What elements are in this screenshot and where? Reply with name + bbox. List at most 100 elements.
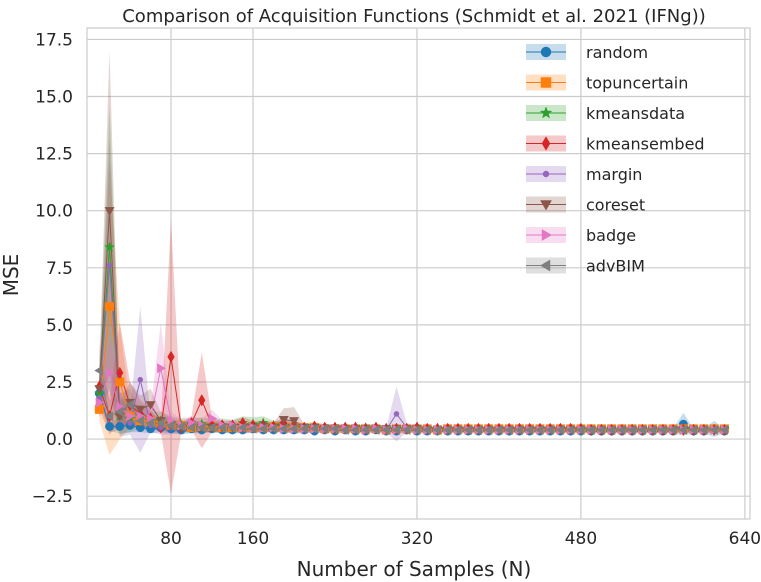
legend: random topuncertain kmeansdata kmeansembed m…: [526, 43, 705, 276]
point-advbim: [309, 423, 319, 434]
point-advbim: [94, 365, 103, 376]
point-advbim: [268, 423, 278, 434]
point-advbim: [247, 423, 257, 434]
y-tick-labels: −2.5 0.0 2.5 5.0 7.5 10.0 12.5 15.0 17.5: [32, 30, 73, 507]
legend-marker-margin: [542, 170, 550, 178]
point-advbim: [370, 424, 380, 435]
point-advbim: [104, 411, 114, 422]
point-advbim: [688, 424, 698, 435]
x-tick-label: 480: [565, 529, 597, 549]
point-advbim: [299, 423, 308, 434]
point-advbim: [463, 424, 472, 435]
point-advbim: [596, 424, 606, 435]
point-advbim: [586, 424, 595, 435]
grid: [87, 28, 750, 519]
legend-label-kmeansembed: kmeansembed: [586, 135, 705, 154]
point-advbim: [391, 424, 401, 435]
point-advbim: [176, 421, 185, 432]
point-random: [115, 422, 125, 431]
point-advbim: [668, 424, 677, 435]
point-advbim: [319, 423, 329, 434]
x-tick-labels: 80 160 320 480 640: [160, 529, 761, 549]
band-badge: [99, 322, 725, 433]
x-axis-label: Number of Samples (N): [297, 557, 532, 581]
point-advbim: [534, 424, 544, 435]
point-badge: [95, 397, 105, 408]
point-advbim: [237, 422, 247, 433]
point-advbim: [637, 424, 647, 435]
point-advbim: [473, 424, 483, 435]
point-advbim: [114, 406, 124, 417]
legend-label-advbim: advBIM: [586, 257, 645, 276]
point-badge: [126, 411, 136, 422]
point-advbim: [627, 424, 636, 435]
point-margin: [137, 376, 144, 383]
point-advbim: [678, 424, 688, 435]
legend-marker-kmeansdata: [539, 106, 553, 119]
point-advbim: [206, 422, 216, 433]
y-tick-label: 15.0: [35, 88, 73, 108]
point-advbim: [340, 424, 349, 435]
point-advbim: [227, 422, 237, 433]
point-advbim: [565, 424, 575, 435]
y-tick-label: 7.5: [46, 259, 73, 279]
point-kmeansdata: [104, 241, 116, 252]
point-coreset: [278, 416, 289, 425]
point-advbim: [381, 424, 390, 435]
legend-label-margin: margin: [586, 165, 642, 184]
point-advbim: [452, 424, 462, 435]
point-advbim: [278, 423, 288, 434]
legend-label-topuncertain: topuncertain: [586, 74, 688, 93]
point-advbim: [545, 424, 554, 435]
point-advbim: [411, 424, 421, 435]
point-advbim: [483, 424, 493, 435]
point-coreset: [145, 401, 156, 410]
y-axis-label: MSE: [0, 254, 23, 297]
point-advbim: [719, 424, 728, 435]
legend-marker-coreset: [540, 200, 552, 211]
x-tick-label: 80: [160, 529, 182, 549]
x-tick-label: 160: [237, 529, 269, 549]
point-advbim: [555, 424, 565, 435]
y-tick-label: 0.0: [46, 430, 73, 450]
point-advbim: [124, 399, 134, 410]
point-advbim: [524, 424, 534, 435]
point-advbim: [165, 420, 175, 431]
point-advbim: [709, 424, 718, 435]
point-advbim: [401, 424, 411, 435]
point-advbim: [329, 423, 339, 434]
point-advbim: [196, 422, 206, 433]
point-coreset: [104, 207, 115, 216]
legend-label-random: random: [586, 43, 648, 62]
legend-label-badge: badge: [586, 226, 636, 245]
point-advbim: [493, 424, 503, 435]
point-badge: [157, 363, 166, 374]
point-advbim: [186, 422, 196, 433]
legend-marker-random: [540, 46, 552, 58]
point-coreset: [135, 405, 146, 415]
y-tick-label: 10.0: [35, 202, 73, 222]
point-margin: [393, 411, 400, 417]
point-advbim: [647, 424, 657, 435]
point-topuncertain: [115, 377, 125, 387]
point-topuncertain: [105, 302, 114, 312]
point-advbim: [514, 424, 524, 435]
point-coreset: [288, 417, 300, 426]
point-advbim: [360, 424, 370, 435]
point-advbim: [258, 423, 267, 434]
point-advbim: [350, 424, 360, 435]
point-badge: [208, 413, 218, 424]
legend-marker-topuncertain: [540, 77, 552, 88]
point-margin: [106, 262, 113, 269]
y-tick-label: 2.5: [46, 373, 73, 393]
point-kmeansembed: [167, 350, 175, 364]
legend-marker-advbim: [540, 259, 551, 272]
y-tick-label: −2.5: [32, 487, 73, 507]
legend-marker-kmeansembed: [541, 136, 551, 151]
point-margin: [127, 420, 133, 426]
chart-title: Comparison of Acquisition Functions (Sch…: [122, 6, 706, 27]
point-kmeansembed: [116, 366, 124, 380]
point-advbim: [288, 423, 298, 434]
point-badge: [105, 367, 115, 378]
